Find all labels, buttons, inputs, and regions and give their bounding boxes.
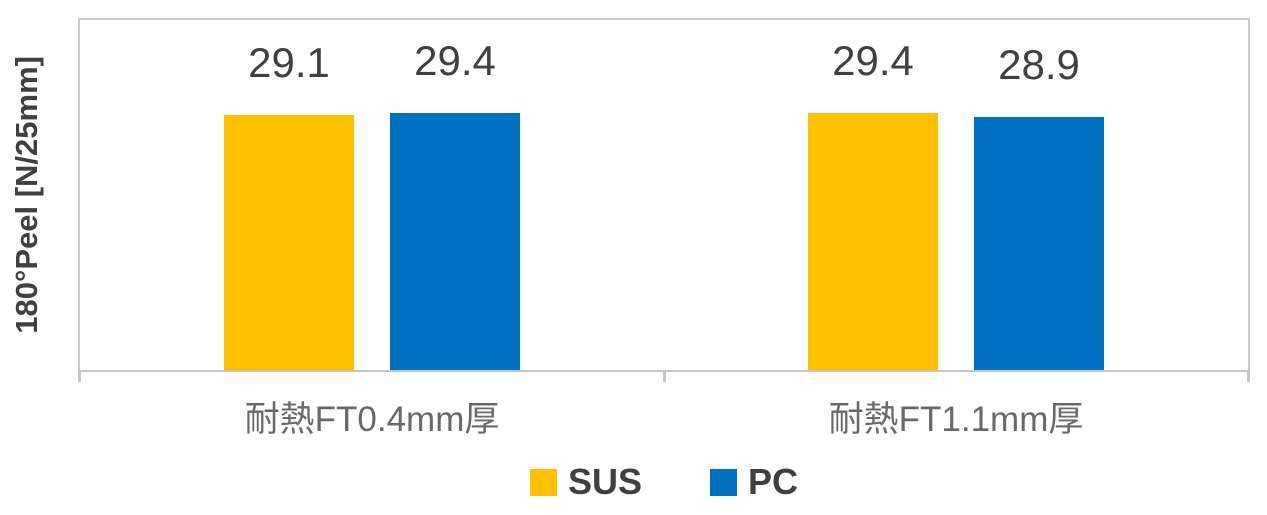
bar-sus-group2: [808, 113, 938, 370]
legend-item-pc: PC: [710, 464, 798, 500]
bar-sus-group1: [224, 115, 354, 370]
y-axis-title-text: 180°Peel [N/25mm]: [9, 56, 44, 334]
value-label-sus-group2: 29.4: [832, 37, 914, 84]
category-label-2: 耐熱FT1.1mm厚: [828, 400, 1084, 439]
legend-label-sus: SUS: [567, 461, 642, 502]
legend-item-sus: SUS: [529, 461, 642, 502]
plot-area: 29.1 29.4 29.4 28.9: [78, 18, 1250, 382]
value-label-pc-group1: 29.4: [414, 37, 496, 84]
sus-color-swatch: [529, 468, 557, 496]
x-axis-labels: 耐熱FT0.4mm厚 耐熱FT1.1mm厚: [80, 391, 1248, 442]
bar-pc-group2: [974, 117, 1104, 370]
bar-pc-group1: [390, 113, 520, 370]
y-axis-title: 180°Peel [N/25mm]: [0, 20, 54, 370]
value-label-pc-group2: 28.9: [998, 41, 1080, 88]
axis-tick-right: [1247, 370, 1250, 382]
category-label-1: 耐熱FT0.4mm厚: [244, 400, 500, 439]
legend: SUS PC: [80, 464, 1248, 500]
axis-tick-middle: [663, 370, 666, 382]
pc-color-swatch: [710, 468, 737, 496]
legend-label-pc: PC: [748, 461, 799, 502]
value-label-sus-group1: 29.1: [248, 39, 330, 86]
axis-tick-left: [78, 370, 81, 382]
